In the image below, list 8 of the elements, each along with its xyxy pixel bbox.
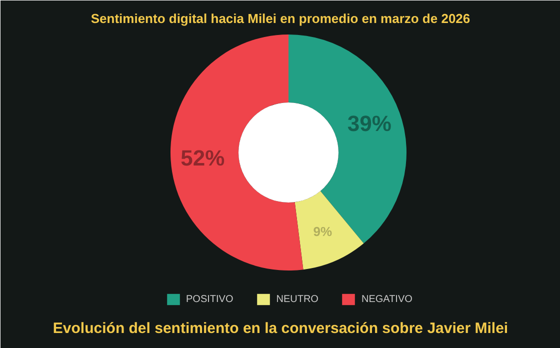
legend-label: NEGATIVO bbox=[361, 294, 412, 304]
text: Evolución del sentimiento en la conversación sobre Javier Milei bbox=[52, 320, 508, 337]
chart-title: Sentimiento digital hacia Milei en promedio en marzo de 2026 bbox=[90, 11, 470, 26]
data-label: 9% bbox=[313, 224, 332, 239]
legend-label: NEUTRO bbox=[276, 294, 318, 304]
legend-label: POSITIVO bbox=[186, 294, 234, 304]
data-label: 39% bbox=[347, 110, 392, 136]
data-label: 52% bbox=[180, 145, 225, 170]
